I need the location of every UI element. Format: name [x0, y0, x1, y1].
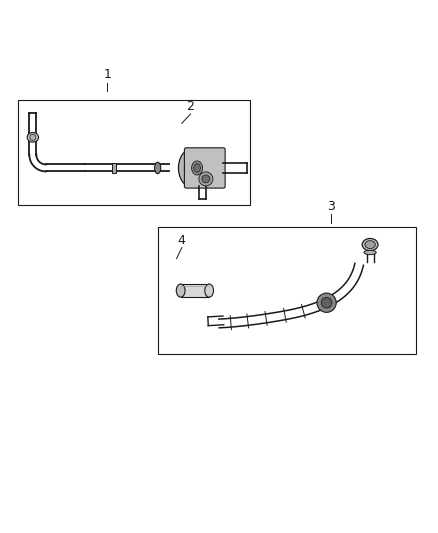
Circle shape [321, 297, 332, 308]
Text: 1: 1 [103, 68, 111, 81]
Ellipse shape [27, 133, 39, 142]
Ellipse shape [362, 238, 378, 251]
Text: 4: 4 [178, 234, 186, 247]
Bar [180, 284, 209, 297]
Ellipse shape [364, 251, 376, 255]
Ellipse shape [176, 284, 185, 297]
Bar [112, 163, 116, 173]
Text: 2: 2 [187, 100, 194, 113]
FancyBboxPatch shape [184, 148, 225, 188]
Ellipse shape [365, 241, 375, 248]
Ellipse shape [205, 284, 214, 297]
Ellipse shape [179, 150, 202, 187]
Ellipse shape [192, 161, 202, 175]
Bar [158, 227, 416, 354]
Ellipse shape [30, 134, 36, 140]
Circle shape [202, 175, 210, 183]
Ellipse shape [194, 164, 200, 172]
Ellipse shape [155, 162, 161, 174]
Circle shape [199, 172, 213, 186]
Text: 3: 3 [327, 200, 335, 213]
Bar [18, 100, 250, 205]
Circle shape [317, 293, 336, 312]
